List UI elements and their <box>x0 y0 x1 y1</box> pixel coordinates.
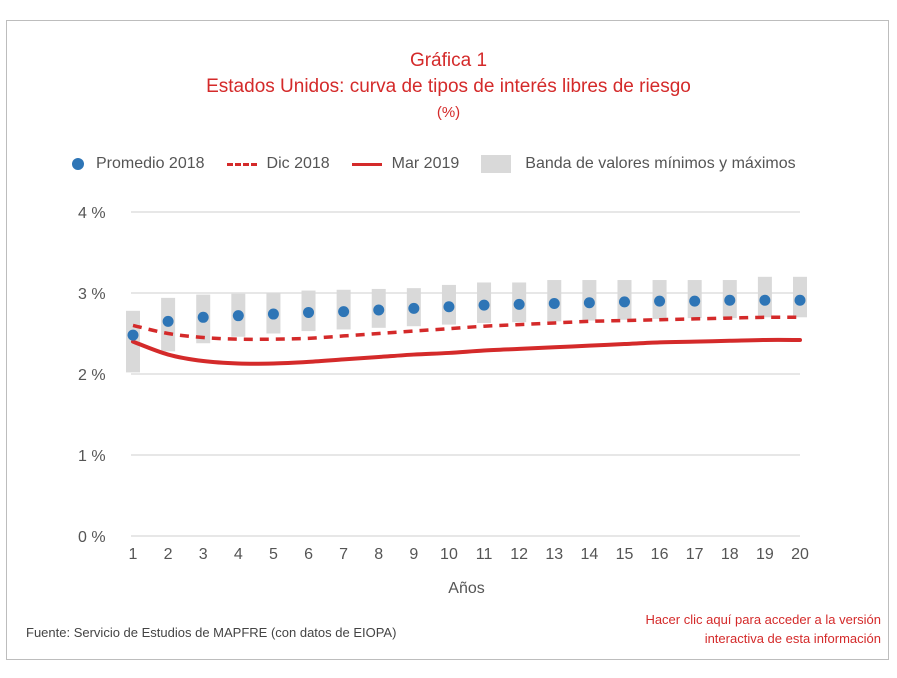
x-tick-label: 2 <box>164 546 173 563</box>
legend-band-marker <box>481 155 512 173</box>
chart-subtitle: Estados Unidos: curva de tipos de interé… <box>206 76 691 97</box>
series-point-promedio-2018 <box>724 294 736 306</box>
y-tick-label: 0 % <box>78 529 106 546</box>
series-point-promedio-2018 <box>267 308 279 320</box>
chart-unit: (%) <box>436 104 461 121</box>
series-point-promedio-2018 <box>338 306 350 318</box>
legend-label-mar: Mar 2019 <box>391 155 460 172</box>
series-point-promedio-2018 <box>373 304 385 316</box>
link-line-1[interactable]: Hacer clic aquí para acceder a la versió… <box>645 612 881 627</box>
series-point-promedio-2018 <box>654 295 666 307</box>
y-tick-label: 1 % <box>78 448 106 465</box>
series-point-promedio-2018 <box>232 310 244 322</box>
x-tick-label: 6 <box>304 546 313 563</box>
legend-item-banda: Banda de valores mínimos y máximos <box>481 155 796 173</box>
chart-title: Gráfica 1 <box>409 50 488 71</box>
y-tick-label: 3 % <box>78 286 106 303</box>
x-tick-label: 11 <box>476 546 493 563</box>
x-tick-label: 16 <box>651 546 669 563</box>
legend-dot-marker <box>72 158 84 170</box>
series-point-promedio-2018 <box>583 297 595 309</box>
interactive-version-link[interactable]: Hacer clic aquí para acceder a la versió… <box>645 610 881 648</box>
x-tick-label: 5 <box>269 546 278 563</box>
x-tick-label: 20 <box>791 546 809 563</box>
legend-label-promedio: Promedio 2018 <box>96 155 205 172</box>
x-tick-label: 3 <box>199 546 208 563</box>
series-point-promedio-2018 <box>548 298 560 310</box>
series-point-promedio-2018 <box>513 298 525 310</box>
series-point-promedio-2018 <box>408 302 420 314</box>
chart-legend: Promedio 2018 Dic 2018 Mar 2019 Banda de… <box>72 152 818 176</box>
line-layer <box>131 315 802 366</box>
legend-item-dic: Dic 2018 <box>226 155 330 173</box>
link-line-2[interactable]: interactiva de esta información <box>704 631 881 646</box>
chart-frame <box>6 20 889 660</box>
x-tick-label: 9 <box>409 546 418 563</box>
series-point-promedio-2018 <box>127 329 139 341</box>
label-layer: 0 %1 %2 %3 %4 %1 2 3 4 5 6 7 8 9 10 11 12 13 14 15 16 17… <box>78 205 809 597</box>
dot-layer <box>127 294 806 341</box>
series-line-dic-2018 <box>132 315 801 342</box>
source-note: Fuente: Servicio de Estudios de MAPFRE (… <box>26 625 397 640</box>
x-tick-label: 12 <box>510 546 528 563</box>
x-tick-label: 4 <box>234 546 243 563</box>
series-point-promedio-2018 <box>197 311 209 323</box>
legend-solid-line-marker <box>351 162 382 166</box>
grid-layer <box>131 211 800 537</box>
x-tick-label: 1 <box>129 546 138 563</box>
x-tick-label: 17 <box>686 546 704 563</box>
x-tick-label: 14 <box>580 546 598 563</box>
x-tick-label: 15 <box>616 546 634 563</box>
x-tick-label: 18 <box>721 546 739 563</box>
series-point-promedio-2018 <box>618 296 630 308</box>
series-line-mar-2019 <box>131 337 802 366</box>
x-axis-label: Años <box>448 580 484 597</box>
series-point-promedio-2018 <box>478 299 490 311</box>
x-tick-label: 10 <box>440 546 458 563</box>
x-tick-label: 8 <box>374 546 383 563</box>
x-tick-label: 7 <box>339 546 348 563</box>
band-layer <box>126 276 807 373</box>
legend-item-mar: Mar 2019 <box>351 155 460 173</box>
legend-item-promedio: Promedio 2018 <box>72 155 205 173</box>
series-point-promedio-2018 <box>162 315 174 327</box>
series-point-promedio-2018 <box>794 294 806 306</box>
legend-label-dic: Dic 2018 <box>266 155 330 172</box>
series-point-promedio-2018 <box>303 306 315 318</box>
series-point-promedio-2018 <box>759 294 771 306</box>
legend-dashed-line-marker <box>226 162 257 166</box>
legend-label-banda: Banda de valores mínimos y máximos <box>525 155 796 172</box>
y-tick-label: 4 % <box>78 205 106 222</box>
series-point-promedio-2018 <box>443 301 455 313</box>
x-tick-label: 19 <box>756 546 774 563</box>
x-tick-label: 13 <box>545 546 563 563</box>
y-tick-label: 2 % <box>78 367 106 384</box>
series-point-promedio-2018 <box>689 295 701 307</box>
